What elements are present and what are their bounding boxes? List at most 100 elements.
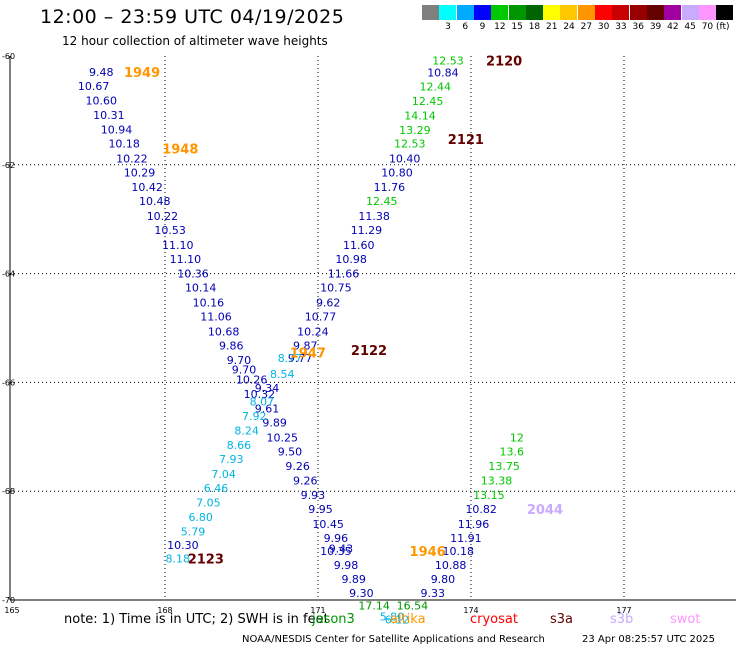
wave-height-value: 11.76 [374,181,406,194]
y-tick-label: -70 [2,596,15,605]
legend-label: 33 [615,22,627,32]
wave-height-value: 10.22 [147,210,179,223]
pass-time-label: 2120 [486,54,522,69]
wave-height-value: 10.53 [154,224,186,237]
wave-height-value: 10.18 [443,545,475,558]
wave-height-value: 9.98 [334,559,359,572]
wave-height-value: 17.14 [358,599,390,612]
legend-swatch [612,5,630,20]
wave-height-value: 10.42 [131,181,163,194]
wave-height-value: 10.40 [389,152,421,165]
mission-s3a: s3a [550,612,574,627]
legend-swatch [577,5,595,20]
legend-label: 12 [494,22,506,32]
wave-height-value: 9.34 [255,382,280,395]
y-tick-label: -62 [2,161,15,170]
wave-height-value: 10.60 [86,95,118,108]
wave-height-value: 9.50 [278,445,303,458]
footer-credit: NOAA/NESDIS Center for Satellite Applica… [242,634,545,645]
legend-unit: (ft) [716,22,730,32]
legend-swatch [681,5,699,20]
wave-height-value: 9.48 [89,66,114,79]
legend-label: 9 [479,22,486,32]
wave-height-value: 13.29 [399,124,431,137]
wave-height-value: 8.77 [278,352,303,365]
wave-height-value: 9.93 [301,489,326,502]
wave-height-value: 9.26 [293,474,318,487]
legend-swatch [595,5,612,20]
wave-height-value: 10.82 [465,503,497,516]
pass-time-label: 2044 [527,503,563,518]
legend-label: 70 [701,22,714,32]
wave-height-value: 10.14 [185,282,217,295]
wave-height-value: 10.25 [267,431,299,444]
pass-time-label: 1946 [410,545,446,560]
wave-height-value: 9.95 [308,503,333,516]
wave-height-value: 11.29 [351,224,383,237]
wave-height-value: 8.66 [227,439,252,452]
wave-height-value: 9.96 [324,532,349,545]
legend-swatch [456,5,474,20]
wave-height-value: 9.62 [316,296,341,309]
wave-height-value: 9.87 [293,339,318,352]
wave-height-value: 13.6 [500,445,525,458]
wave-height-value: 11.96 [458,518,490,531]
wave-height-value: 9.61 [255,403,280,416]
wave-height-value: 8.24 [234,424,259,437]
wave-height-value: 13.38 [481,474,513,487]
wave-height-value: 7.92 [242,410,267,423]
wave-height-value: 9.43 [329,542,354,555]
wave-height-value: 7.93 [219,453,244,466]
pass-time-label: 1949 [124,66,160,81]
wave-height-value: 11.66 [328,268,360,281]
x-tick-label: 165 [4,606,19,615]
pass-time-label: 2122 [351,344,387,359]
wave-height-value: 10.68 [208,325,240,338]
legend-label: 42 [667,22,679,32]
legend-label: 6 [462,22,469,32]
wave-height-value: 10.77 [305,311,337,324]
wave-height-value: 13.75 [488,460,520,473]
wave-height-value: 8.18 [166,553,191,566]
wave-height-value: 10.16 [193,296,225,309]
wave-height-value: 11.60 [343,239,375,252]
wave-height-value: 16.54 [397,599,429,612]
wave-height-value: 13.15 [473,489,505,502]
chart-title: 12:00 – 23:59 UTC 04/19/2025 [40,6,345,28]
wave-height-value: 12.53 [432,54,464,67]
wave-height-value: 11.38 [358,210,390,223]
wave-height-value: 10.75 [320,282,352,295]
wave-height-value: 10.80 [381,166,413,179]
wave-height-value: 6.80 [188,511,213,524]
wave-height-value: 10.24 [297,325,329,338]
wave-height-value: 12 [510,431,524,444]
wave-height-value: 5.80 [380,610,405,623]
wave-height-value: 8.07 [250,395,275,408]
legend-label: 15 [511,22,523,32]
wave-height-value: 10.45 [312,518,344,531]
x-tick-label: 177 [616,606,631,615]
pass-time-label: 1947 [290,346,326,361]
wave-height-value: 6.46 [204,482,229,495]
legend-swatch [491,5,509,20]
wave-height-value: 9.89 [341,573,366,586]
legend-label: 36 [632,22,644,32]
wave-height-value: 9.89 [262,417,287,430]
pass-time-label: 2121 [448,133,484,148]
mission-jason3: jason3 [312,612,355,627]
wave-height-value: 10.67 [78,80,110,93]
wave-height-value: 10.32 [244,388,276,401]
legend-label: 21 [546,22,558,32]
wave-height-value: 10.94 [101,123,133,136]
chart-subtitle: 12 hour collection of altimeter wave hei… [62,34,328,48]
legend-swatch [508,5,526,20]
wave-height-value: 12.44 [420,80,452,93]
legend-swatch [664,5,682,20]
wave-height-value: 9.70 [232,363,257,376]
wave-height-value: 9.70 [227,354,252,367]
wave-height-value: 5.79 [181,525,206,538]
y-tick-label: -66 [2,378,15,387]
legend-label: 45 [684,22,696,32]
legend-swatch [698,5,716,20]
